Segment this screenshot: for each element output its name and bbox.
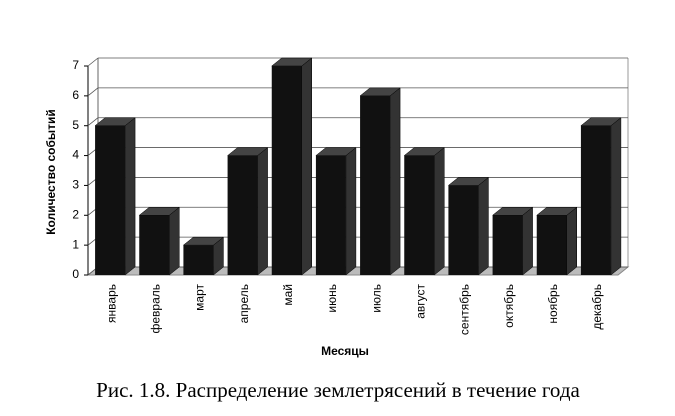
- x-tick-label: декабрь: [590, 284, 604, 330]
- grid-connector: [87, 57, 99, 67]
- bar-front: [227, 155, 258, 275]
- bar: [536, 206, 578, 276]
- bar-side: [169, 206, 180, 276]
- bar-side: [434, 147, 445, 276]
- bar-front: [139, 215, 170, 275]
- bar: [138, 206, 180, 276]
- bar-front: [580, 125, 611, 275]
- bar: [271, 57, 313, 276]
- y-tick-label: 2: [72, 207, 79, 221]
- bar-side: [301, 57, 312, 276]
- x-tick-label: июнь: [325, 284, 339, 313]
- bar: [226, 147, 269, 276]
- bar: [403, 147, 445, 276]
- x-tick-label: август: [413, 284, 427, 319]
- x-axis-title: Месяцы: [321, 344, 369, 358]
- bar: [491, 206, 534, 276]
- x-tick-label: ноябрь: [546, 284, 560, 324]
- bar-front: [95, 125, 126, 275]
- bar-side: [522, 206, 533, 276]
- bar-front: [315, 155, 346, 275]
- bar-front: [183, 245, 214, 275]
- bar-side: [124, 117, 136, 276]
- x-tick-label: март: [193, 284, 207, 311]
- grid-connector: [87, 87, 99, 97]
- bar-front: [404, 155, 435, 275]
- bar-side: [610, 117, 622, 276]
- y-tick-label: 5: [72, 118, 79, 132]
- bar: [359, 87, 401, 276]
- caption: Рис. 1.8. Распределение землетрясений в …: [96, 378, 580, 402]
- bar-front: [360, 95, 391, 275]
- bar: [94, 117, 136, 276]
- bar: [447, 176, 490, 276]
- bar-side: [478, 176, 489, 276]
- y-tick-label: 7: [72, 58, 79, 72]
- x-tick-label: январь: [104, 284, 118, 323]
- y-tick-label: 0: [72, 267, 79, 281]
- bar: [580, 117, 622, 276]
- bar-front: [536, 215, 567, 275]
- bar-side: [257, 147, 268, 276]
- bar-side: [345, 147, 357, 276]
- y-tick-label: 3: [72, 178, 79, 192]
- x-tick-label: февраль: [148, 284, 162, 334]
- grid-connector: [87, 117, 99, 127]
- x-tick-label: сентябрь: [458, 284, 472, 335]
- y-tick-label: 6: [72, 88, 79, 102]
- y-axis-title: Количество событий: [44, 109, 58, 235]
- bar: [315, 147, 357, 276]
- x-tick-label: май: [281, 284, 295, 306]
- x-tick-label: апрель: [237, 284, 251, 323]
- x-tick-label: октябрь: [502, 284, 516, 328]
- bar-side: [389, 87, 401, 276]
- y-tick-label: 4: [72, 148, 79, 162]
- y-tick-label: 1: [72, 237, 79, 251]
- bar-front: [492, 215, 523, 275]
- bar-side: [566, 206, 577, 276]
- bar-front: [271, 66, 302, 275]
- x-tick-label: июль: [369, 284, 383, 313]
- bar-front: [448, 185, 479, 275]
- bar: [182, 236, 225, 276]
